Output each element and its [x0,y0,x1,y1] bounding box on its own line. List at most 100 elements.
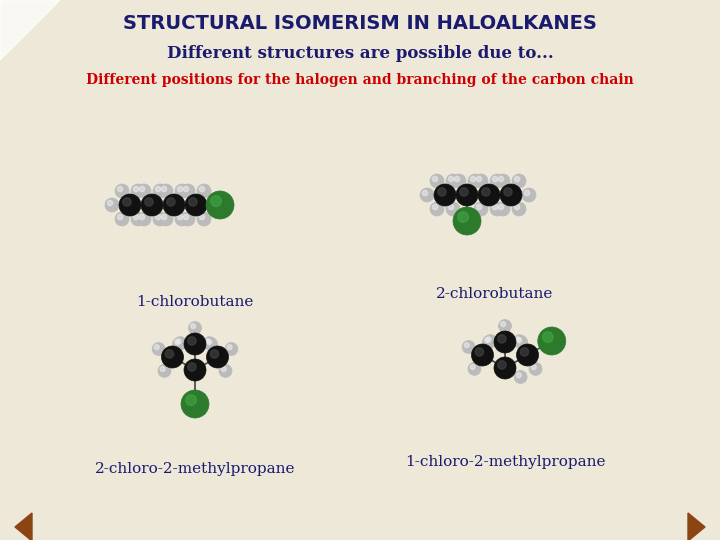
Circle shape [115,184,129,198]
Circle shape [485,338,490,343]
Circle shape [176,339,181,344]
Circle shape [175,212,189,226]
Circle shape [458,212,469,222]
Text: STRUCTURAL ISOMERISM IN HALOALKANES: STRUCTURAL ISOMERISM IN HALOALKANES [123,14,597,33]
Circle shape [446,202,460,216]
Circle shape [490,202,504,216]
Circle shape [498,335,506,343]
Circle shape [514,204,520,210]
Circle shape [203,336,216,349]
Circle shape [158,364,171,377]
Text: Different structures are possible due to...: Different structures are possible due to… [166,45,554,62]
Circle shape [199,186,204,192]
Circle shape [472,344,493,366]
Circle shape [512,202,526,216]
Circle shape [184,186,189,192]
Circle shape [454,177,459,181]
Circle shape [227,345,232,350]
Circle shape [140,214,145,220]
Circle shape [500,184,522,206]
Circle shape [516,337,520,342]
Circle shape [191,323,196,329]
Circle shape [420,188,434,202]
Circle shape [516,373,521,377]
Text: 1-chlorobutane: 1-chlorobutane [136,295,253,309]
Circle shape [474,174,488,188]
Circle shape [137,184,151,198]
Circle shape [514,370,527,383]
Circle shape [468,174,482,188]
Circle shape [131,212,145,226]
Circle shape [197,212,211,226]
Circle shape [211,196,222,206]
Circle shape [500,322,505,327]
Circle shape [188,363,196,371]
Circle shape [160,367,165,372]
Circle shape [185,194,207,216]
Circle shape [141,194,163,216]
Circle shape [521,348,528,356]
Circle shape [482,335,495,348]
Circle shape [205,339,210,344]
Circle shape [468,362,481,375]
Circle shape [154,345,159,350]
Circle shape [207,340,212,345]
Circle shape [475,348,484,356]
Circle shape [161,186,167,192]
Circle shape [504,188,512,196]
Circle shape [531,364,536,369]
Circle shape [204,338,217,350]
Circle shape [131,184,145,198]
Circle shape [516,344,539,366]
Circle shape [490,174,504,188]
Circle shape [492,177,498,181]
Circle shape [494,331,516,353]
Circle shape [159,184,173,198]
Circle shape [470,177,476,181]
Circle shape [177,186,183,192]
Circle shape [161,346,184,368]
Circle shape [207,346,228,368]
Circle shape [486,337,491,342]
Circle shape [177,214,183,220]
Circle shape [137,212,151,226]
Circle shape [167,198,175,206]
Circle shape [433,204,438,210]
Circle shape [452,174,466,188]
Circle shape [156,214,161,220]
Circle shape [115,212,129,226]
Circle shape [199,214,204,220]
Circle shape [470,364,475,369]
Circle shape [423,191,428,195]
Circle shape [456,184,478,206]
Circle shape [477,177,482,181]
Circle shape [514,177,520,181]
Circle shape [477,204,482,210]
Polygon shape [15,513,32,540]
Circle shape [188,337,196,345]
Circle shape [438,188,446,196]
Circle shape [460,188,468,196]
Circle shape [206,191,234,219]
Circle shape [434,184,456,206]
Circle shape [189,198,197,206]
Circle shape [175,340,180,345]
Circle shape [219,364,232,377]
Circle shape [181,390,209,418]
Circle shape [515,335,528,348]
Circle shape [517,338,522,343]
Circle shape [181,212,195,226]
Circle shape [498,320,511,333]
Circle shape [522,188,536,202]
Circle shape [498,204,504,210]
Circle shape [140,186,145,192]
Circle shape [156,186,161,192]
Circle shape [529,362,542,375]
Circle shape [494,357,516,379]
Text: 1-chloro-2-methylpropane: 1-chloro-2-methylpropane [405,455,606,469]
Circle shape [175,184,189,198]
Circle shape [153,212,167,226]
Circle shape [538,327,566,355]
Circle shape [159,212,173,226]
Circle shape [173,338,186,350]
